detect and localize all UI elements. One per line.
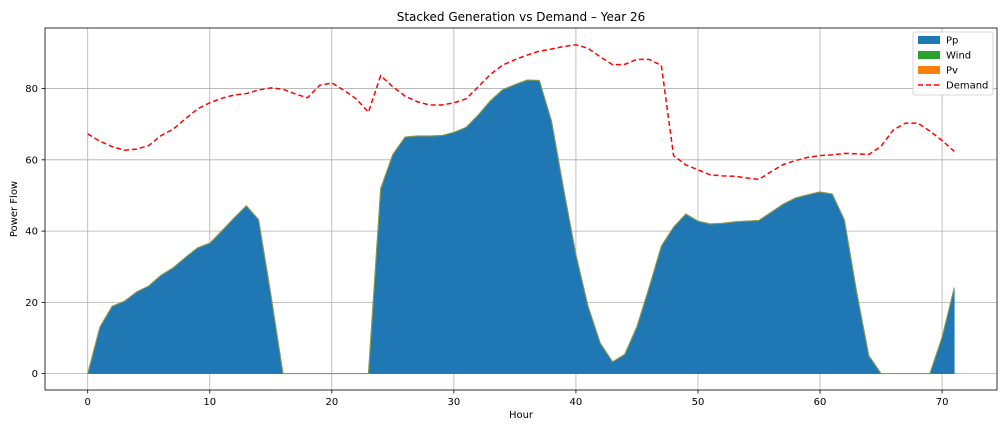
x-tick-label: 40 — [570, 397, 583, 408]
legend-label-wind: Wind — [946, 51, 971, 62]
y-tick-label: 60 — [25, 155, 38, 166]
legend-swatch-wind — [918, 51, 940, 59]
x-tick-label: 30 — [448, 397, 461, 408]
legend: Pp Wind Pv Demand — [913, 32, 993, 95]
legend-label-pv: Pv — [946, 66, 958, 77]
x-tick-label: 50 — [692, 397, 705, 408]
x-tick-label: 60 — [814, 397, 827, 408]
legend-swatch-pp — [918, 36, 940, 44]
y-tick-label: 20 — [25, 298, 38, 309]
x-tick-label: 70 — [936, 397, 949, 408]
chart-title: Stacked Generation vs Demand – Year 26 — [397, 10, 646, 24]
legend-swatch-pv — [918, 66, 940, 74]
y-axis-label: Power Flow — [9, 181, 20, 237]
x-tick-label: 20 — [325, 397, 338, 408]
x-tick-label: 0 — [85, 397, 91, 408]
y-tick-label: 0 — [32, 369, 38, 380]
legend-label-demand: Demand — [946, 81, 988, 92]
x-axis-label: Hour — [509, 410, 534, 421]
x-tick-label: 10 — [203, 397, 216, 408]
legend-label-pp: Pp — [946, 36, 958, 47]
y-tick-label: 80 — [25, 84, 38, 95]
y-tick-label: 40 — [25, 227, 38, 238]
